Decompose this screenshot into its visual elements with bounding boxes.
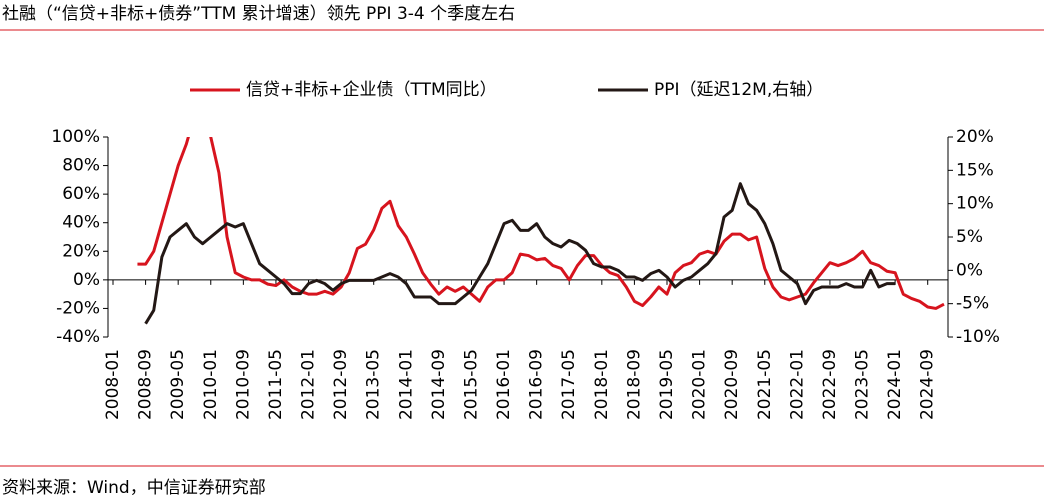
x-tick-label: 2013-05 [364, 349, 384, 420]
y-tick-label: 60% [62, 184, 100, 204]
x-tick-label: 2024-01 [885, 349, 905, 420]
x-tick-label: 2010-09 [233, 349, 253, 420]
y-tick-label: 40% [62, 213, 100, 233]
x-tick-label: 2019-05 [657, 349, 677, 420]
y2-tick-label: 0% [956, 260, 983, 280]
x-tick-label: 2012-01 [299, 349, 319, 420]
series-line [137, 137, 945, 310]
y-tick-label: 20% [62, 241, 100, 261]
series-line [144, 182, 896, 325]
y2-tick-label: 10% [956, 194, 994, 214]
y2-tick-label: -5% [956, 294, 989, 314]
y-tick-label: 0% [73, 270, 100, 290]
x-tick-label: 2018-09 [624, 349, 644, 420]
x-tick-label: 2023-05 [853, 349, 873, 420]
x-tick-label: 2014-01 [396, 349, 416, 420]
x-tick-label: 2015-05 [461, 349, 481, 420]
x-tick-label: 2020-01 [690, 349, 710, 420]
x-tick-label: 2017-05 [559, 349, 579, 420]
y2-tick-label: -10% [956, 327, 1000, 347]
x-tick-label: 2022-09 [820, 349, 840, 420]
legend-label: PPI（延迟12M,右轴） [654, 80, 823, 100]
chart-title: 社融（“信贷+非标+债券”TTM 累计增速）领先 PPI 3-4 个季度左右 [2, 4, 515, 24]
y-tick-label: -20% [56, 298, 100, 318]
y-tick-label: 80% [62, 156, 100, 176]
y2-tick-label: 5% [956, 227, 983, 247]
x-tick-label: 2022-01 [787, 349, 807, 420]
y2-tick-label: 20% [956, 127, 994, 147]
x-tick-label: 2018-01 [592, 349, 612, 420]
source: 资料来源：Wind，中信证券研究部 [2, 478, 266, 498]
x-tick-label: 2009-05 [168, 349, 188, 420]
legend-label: 信贷+非标+企业债（TTM同比） [246, 80, 497, 100]
y-tick-label: 100% [51, 127, 100, 147]
x-tick-label: 2008-09 [136, 349, 156, 420]
x-tick-label: 2008-01 [103, 349, 123, 420]
plot-area [137, 137, 945, 325]
x-tick-label: 2020-09 [722, 349, 742, 420]
x-tick-label: 2014-09 [429, 349, 449, 420]
x-tick-label: 2016-01 [494, 349, 514, 420]
x-tick-label: 2011-05 [266, 349, 286, 420]
y-tick-label: -40% [56, 327, 100, 347]
x-tick-label: 2021-05 [755, 349, 775, 420]
x-tick-label: 2024-09 [918, 349, 938, 420]
y2-tick-label: 15% [956, 160, 994, 180]
x-tick-label: 2016-09 [527, 349, 547, 420]
x-tick-label: 2012-09 [331, 349, 351, 420]
x-tick-label: 2010-01 [201, 349, 221, 420]
